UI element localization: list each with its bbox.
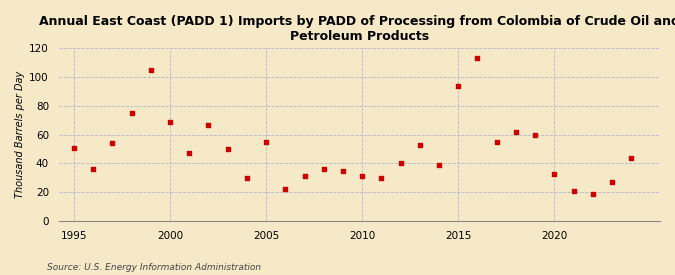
Point [203, 122, 214, 127]
Point [338, 169, 348, 173]
Point [299, 174, 310, 179]
Point [357, 174, 368, 179]
Point [510, 130, 521, 134]
Point [433, 163, 444, 167]
Point [414, 142, 425, 147]
Point [69, 145, 80, 150]
Point [626, 155, 637, 160]
Point [453, 84, 464, 88]
Point [587, 191, 598, 196]
Point [376, 176, 387, 180]
Point [184, 151, 194, 156]
Y-axis label: Thousand Barrels per Day: Thousand Barrels per Day [15, 71, 25, 198]
Point [319, 167, 329, 171]
Title: Annual East Coast (PADD 1) Imports by PADD of Processing from Colombia of Crude : Annual East Coast (PADD 1) Imports by PA… [39, 15, 675, 43]
Point [472, 56, 483, 60]
Point [549, 171, 560, 176]
Point [607, 180, 618, 184]
Text: Source: U.S. Energy Information Administration: Source: U.S. Energy Information Administ… [47, 263, 261, 272]
Point [145, 68, 156, 72]
Point [107, 141, 118, 145]
Point [88, 167, 99, 171]
Point [165, 120, 176, 124]
Point [242, 176, 252, 180]
Point [280, 187, 291, 192]
Point [222, 147, 233, 151]
Point [261, 140, 271, 144]
Point [530, 133, 541, 137]
Point [568, 189, 579, 193]
Point [396, 161, 406, 166]
Point [491, 140, 502, 144]
Point [126, 111, 137, 115]
